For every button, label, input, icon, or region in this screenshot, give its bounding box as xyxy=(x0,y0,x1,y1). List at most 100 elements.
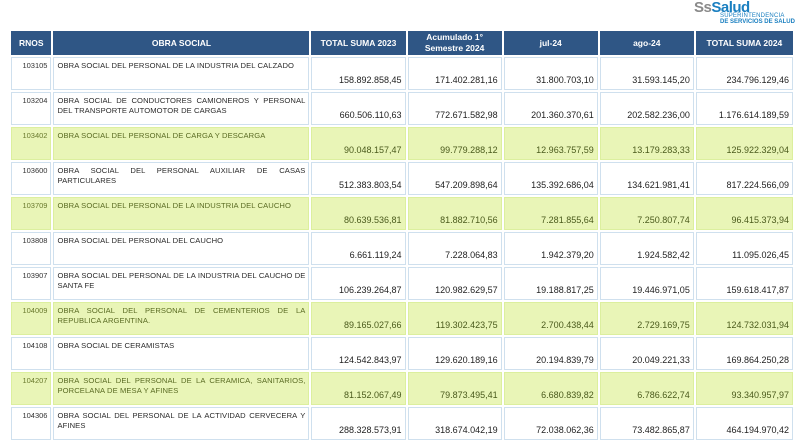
acumulado-1s-2024-cell: 171.402.281,16 xyxy=(407,57,502,90)
ago-24-cell: 13.179.283,33 xyxy=(599,127,694,160)
jul-24-cell: 19.188.817,25 xyxy=(503,267,598,300)
jul-24-cell: 6.680.839,82 xyxy=(503,372,598,405)
total-2024-cell: 817.224.566,09 xyxy=(695,162,793,195)
total-2023-cell: 660.506.110,63 xyxy=(311,92,406,125)
rnos-cell: 103808 xyxy=(11,232,52,265)
table-row: 103907 OBRA SOCIAL DEL PERSONAL DE LA IND… xyxy=(11,267,793,300)
sss-logo: SsSalud SUPERINTENDENCIA DE SERVICIOS DE… xyxy=(684,0,795,27)
table-body: 103105 OBRA SOCIAL DEL PERSONAL DE LA IND… xyxy=(11,57,793,440)
rnos-cell: 104207 xyxy=(11,372,52,405)
acumulado-1s-2024-cell: 772.671.582,98 xyxy=(407,92,502,125)
rnos-cell: 104009 xyxy=(11,302,52,335)
rnos-cell: 104306 xyxy=(11,407,52,440)
acumulado-1s-2024-cell: 120.982.629,57 xyxy=(407,267,502,300)
obra-social-name-cell: OBRA SOCIAL DEL PERSONAL DE LA ACTIVIDAD… xyxy=(53,407,310,440)
ago-24-cell: 6.786.622,74 xyxy=(599,372,694,405)
acumulado-1s-2024-cell: 129.620.189,16 xyxy=(407,337,502,370)
jul-24-cell: 12.963.757,59 xyxy=(503,127,598,160)
total-2023-cell: 90.048.157,47 xyxy=(311,127,406,160)
table-row: 103709 OBRA SOCIAL DEL PERSONAL DE LA IND… xyxy=(11,197,793,230)
ago-24-cell: 31.593.145,20 xyxy=(599,57,694,90)
acumulado-1s-2024-cell: 79.873.495,41 xyxy=(407,372,502,405)
header-rnos: RNOS xyxy=(11,31,52,55)
rnos-cell: 103600 xyxy=(11,162,52,195)
total-2023-cell: 288.328.573,91 xyxy=(311,407,406,440)
header-obra-social: OBRA SOCIAL xyxy=(53,31,310,55)
table-row: 103808 OBRA SOCIAL DEL PERSONAL DEL CAUCH… xyxy=(11,232,793,265)
total-2024-cell: 11.095.026,45 xyxy=(695,232,793,265)
total-2023-cell: 81.152.067,49 xyxy=(311,372,406,405)
total-2024-cell: 159.618.417,87 xyxy=(695,267,793,300)
total-2023-cell: 6.661.119,24 xyxy=(311,232,406,265)
total-2024-cell: 1.176.614.189,59 xyxy=(695,92,793,125)
total-2023-cell: 512.383.803,54 xyxy=(311,162,406,195)
acumulado-1s-2024-cell: 318.674.042,19 xyxy=(407,407,502,440)
total-2024-cell: 234.796.129,46 xyxy=(695,57,793,90)
total-2024-cell: 93.340.957,97 xyxy=(695,372,793,405)
table-row: 104207 OBRA SOCIAL DEL PERSONAL DE LA CER… xyxy=(11,372,793,405)
jul-24-cell: 135.392.686,04 xyxy=(503,162,598,195)
rnos-cell: 103204 xyxy=(11,92,52,125)
ago-24-cell: 73.482.865,87 xyxy=(599,407,694,440)
ago-24-cell: 19.446.971,05 xyxy=(599,267,694,300)
rnos-cell: 104108 xyxy=(11,337,52,370)
ago-24-cell: 1.924.582,42 xyxy=(599,232,694,265)
total-2024-cell: 124.732.031,94 xyxy=(695,302,793,335)
rnos-cell: 103709 xyxy=(11,197,52,230)
jul-24-cell: 20.194.839,79 xyxy=(503,337,598,370)
header-total-2023: TOTAL SUMA 2023 xyxy=(311,31,406,55)
jul-24-cell: 1.942.379,20 xyxy=(503,232,598,265)
total-2023-cell: 80.639.536,81 xyxy=(311,197,406,230)
total-2023-cell: 158.892.858,45 xyxy=(311,57,406,90)
header-jul-24: jul-24 xyxy=(503,31,598,55)
header-total-2024: TOTAL SUMA 2024 xyxy=(695,31,793,55)
rnos-cell: 103402 xyxy=(11,127,52,160)
ago-24-cell: 20.049.221,33 xyxy=(599,337,694,370)
table-row: 103402 OBRA SOCIAL DEL PERSONAL DE CARGA … xyxy=(11,127,793,160)
acumulado-1s-2024-cell: 7.228.064,83 xyxy=(407,232,502,265)
total-2023-cell: 106.239.264,87 xyxy=(311,267,406,300)
obra-social-name-cell: OBRA SOCIAL DEL PERSONAL DE CEMENTERIOS … xyxy=(53,302,310,335)
acumulado-1s-2024-cell: 81.882.710,56 xyxy=(407,197,502,230)
obra-social-name-cell: OBRA SOCIAL DEL PERSONAL AUXILIAR DE CAS… xyxy=(53,162,310,195)
jul-24-cell: 7.281.855,64 xyxy=(503,197,598,230)
obra-social-name-cell: OBRA SOCIAL DEL PERSONAL DE LA INDUSTRIA… xyxy=(53,57,310,90)
acumulado-1s-2024-cell: 547.209.898,64 xyxy=(407,162,502,195)
acumulado-1s-2024-cell: 119.302.423,75 xyxy=(407,302,502,335)
obra-social-name-cell: OBRA SOCIAL DEL PERSONAL DE LA CERAMICA,… xyxy=(53,372,310,405)
rnos-cell: 103907 xyxy=(11,267,52,300)
ago-24-cell: 7.250.807,74 xyxy=(599,197,694,230)
table-header-row: RNOS OBRA SOCIAL TOTAL SUMA 2023 Acumula… xyxy=(11,31,793,55)
ago-24-cell: 134.621.981,41 xyxy=(599,162,694,195)
total-2023-cell: 124.542.843,97 xyxy=(311,337,406,370)
total-2023-cell: 89.165.027,66 xyxy=(311,302,406,335)
rnos-cell: 103105 xyxy=(11,57,52,90)
header-acumulado-1-semestre-2024: Acumulado 1° Semestre 2024 xyxy=(407,31,502,55)
obra-social-name-cell: OBRA SOCIAL DEL PERSONAL DE LA INDUSTRIA… xyxy=(53,267,310,300)
table-row: 103600 OBRA SOCIAL DEL PERSONAL AUXILIAR … xyxy=(11,162,793,195)
logo-subtitle-1: SUPERINTENDENCIA xyxy=(720,13,785,19)
obra-social-name-cell: OBRA SOCIAL DE CERAMISTAS xyxy=(53,337,310,370)
jul-24-cell: 31.800.703,10 xyxy=(503,57,598,90)
logo-subtitle-2: DE SERVICIOS DE SALUD xyxy=(720,19,795,25)
obra-social-name-cell: OBRA SOCIAL DEL PERSONAL DE CARGA Y DESC… xyxy=(53,127,310,160)
jul-24-cell: 2.700.438,44 xyxy=(503,302,598,335)
jul-24-cell: 72.038.062,36 xyxy=(503,407,598,440)
table-row: 104009 OBRA SOCIAL DEL PERSONAL DE CEMENT… xyxy=(11,302,793,335)
acumulado-1s-2024-cell: 99.779.288,12 xyxy=(407,127,502,160)
table-row: 103105 OBRA SOCIAL DEL PERSONAL DE LA IND… xyxy=(11,57,793,90)
ago-24-cell: 202.582.236,00 xyxy=(599,92,694,125)
obras-sociales-table: RNOS OBRA SOCIAL TOTAL SUMA 2023 Acumula… xyxy=(9,29,795,442)
obra-social-name-cell: OBRA SOCIAL DEL PERSONAL DEL CAUCHO xyxy=(53,232,310,265)
jul-24-cell: 201.360.370,61 xyxy=(503,92,598,125)
table-row: 104306 OBRA SOCIAL DEL PERSONAL DE LA ACT… xyxy=(11,407,793,440)
ago-24-cell: 2.729.169,75 xyxy=(599,302,694,335)
table-row: 104108 OBRA SOCIAL DE CERAMISTAS 124.542.8… xyxy=(11,337,793,370)
header-ago-24: ago-24 xyxy=(599,31,694,55)
obra-social-name-cell: OBRA SOCIAL DE CONDUCTORES CAMIONEROS Y … xyxy=(53,92,310,125)
total-2024-cell: 96.415.373,94 xyxy=(695,197,793,230)
logo-wordmark: SsSalud xyxy=(694,0,750,16)
total-2024-cell: 464.194.970,42 xyxy=(695,407,793,440)
obra-social-name-cell: OBRA SOCIAL DEL PERSONAL DE LA INDUSTRIA… xyxy=(53,197,310,230)
total-2024-cell: 125.922.329,04 xyxy=(695,127,793,160)
